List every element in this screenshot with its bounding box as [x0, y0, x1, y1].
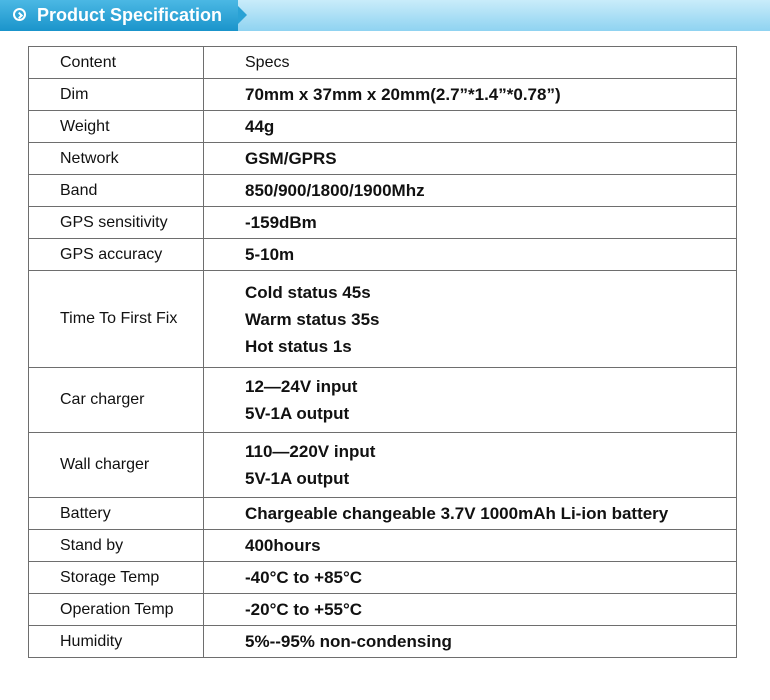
row-content: GPS accuracy: [28, 238, 204, 271]
table-row: Wall charger 110—220V input 5V-1A output: [28, 432, 737, 498]
table-row: Battery Chargeable changeable 3.7V 1000mA…: [28, 497, 737, 530]
table-row: Network GSM/GPRS: [28, 142, 737, 175]
row-content: Wall charger: [28, 432, 204, 498]
row-specs: 850/900/1800/1900Mhz: [203, 174, 737, 207]
row-content: Network: [28, 142, 204, 175]
row-specs: Cold status 45s Warm status 35s Hot status…: [203, 270, 737, 368]
row-specs: -159dBm: [203, 206, 737, 239]
row-content: Weight: [28, 110, 204, 143]
banner-title-bg: [0, 0, 238, 31]
section-title: Product Specification: [37, 5, 223, 25]
row-specs: 44g: [203, 110, 737, 143]
table-row: Weight 44g: [28, 110, 737, 143]
table-row: Humidity 5%--95% non-condensing: [28, 625, 737, 658]
table-row: Storage Temp -40°C to +85°C: [28, 561, 737, 594]
row-specs: 5%--95% non-condensing: [203, 625, 737, 658]
table-row: Stand by 400hours: [28, 529, 737, 562]
row-specs: 110—220V input 5V-1A output: [203, 432, 737, 498]
spec-line: 12—24V input: [245, 377, 358, 396]
spec-line: 5V-1A output: [245, 469, 350, 488]
header-specs: Specs: [203, 46, 737, 79]
row-specs: Chargeable changeable 3.7V 1000mAh Li-io…: [203, 497, 737, 530]
table-row: Dim 70mm x 37mm x 20mm(2.7”*1.4”*0.78”): [28, 78, 737, 111]
row-content: Car charger: [28, 367, 204, 433]
chevron-right-circle-icon: [13, 8, 26, 21]
spec-line: -40°C to +85°C: [245, 568, 363, 587]
spec-line: 850/900/1800/1900Mhz: [245, 181, 425, 200]
row-specs: 70mm x 37mm x 20mm(2.7”*1.4”*0.78”): [203, 78, 737, 111]
header-content: Content: [28, 46, 204, 79]
spec-line: 5%--95% non-condensing: [245, 632, 452, 651]
row-content: GPS sensitivity: [28, 206, 204, 239]
table-row: GPS sensitivity -159dBm: [28, 206, 737, 239]
spec-line: 5V-1A output: [245, 404, 350, 423]
row-content: Battery: [28, 497, 204, 530]
table-row: GPS accuracy 5-10m: [28, 238, 737, 271]
row-content: Time To First Fix: [28, 270, 204, 368]
spec-line: Cold status 45s: [245, 282, 371, 302]
spec-line: 70mm x 37mm x 20mm(2.7”*1.4”*0.78”): [245, 85, 561, 104]
spec-line: Warm status 35s: [245, 309, 380, 329]
row-content: Humidity: [28, 625, 204, 658]
row-specs: 5-10m: [203, 238, 737, 271]
spec-line: 110—220V input: [245, 442, 376, 461]
spec-table: Content Specs Dim 70mm x 37mm x 20mm(2.7”…: [28, 46, 737, 658]
row-content: Stand by: [28, 529, 204, 562]
spec-line: 44g: [245, 117, 275, 136]
spec-line: 5-10m: [245, 245, 295, 264]
spec-line: Hot status 1s: [245, 336, 352, 356]
row-specs: -20°C to +55°C: [203, 593, 737, 626]
table-row: Time To First Fix Cold status 45s Warm sta…: [28, 270, 737, 368]
row-content: Storage Temp: [28, 561, 204, 594]
spec-line: -159dBm: [245, 213, 317, 232]
spec-line: 400hours: [245, 536, 321, 555]
row-specs: -40°C to +85°C: [203, 561, 737, 594]
spec-line: -20°C to +55°C: [245, 600, 363, 619]
table-header-row: Content Specs: [28, 46, 737, 79]
row-content: Band: [28, 174, 204, 207]
row-content: Dim: [28, 78, 204, 111]
row-specs: GSM/GPRS: [203, 142, 737, 175]
row-specs: 12—24V input 5V-1A output: [203, 367, 737, 433]
row-content: Operation Temp: [28, 593, 204, 626]
spec-line: Chargeable changeable 3.7V 1000mAh Li-io…: [245, 504, 669, 523]
section-banner: Product Specification: [0, 0, 770, 31]
table-row: Car charger 12—24V input 5V-1A output: [28, 367, 737, 433]
table-row: Band 850/900/1800/1900Mhz: [28, 174, 737, 207]
banner-arrow: [238, 6, 247, 24]
row-specs: 400hours: [203, 529, 737, 562]
spec-line: GSM/GPRS: [245, 149, 337, 168]
table-row: Operation Temp -20°C to +55°C: [28, 593, 737, 626]
